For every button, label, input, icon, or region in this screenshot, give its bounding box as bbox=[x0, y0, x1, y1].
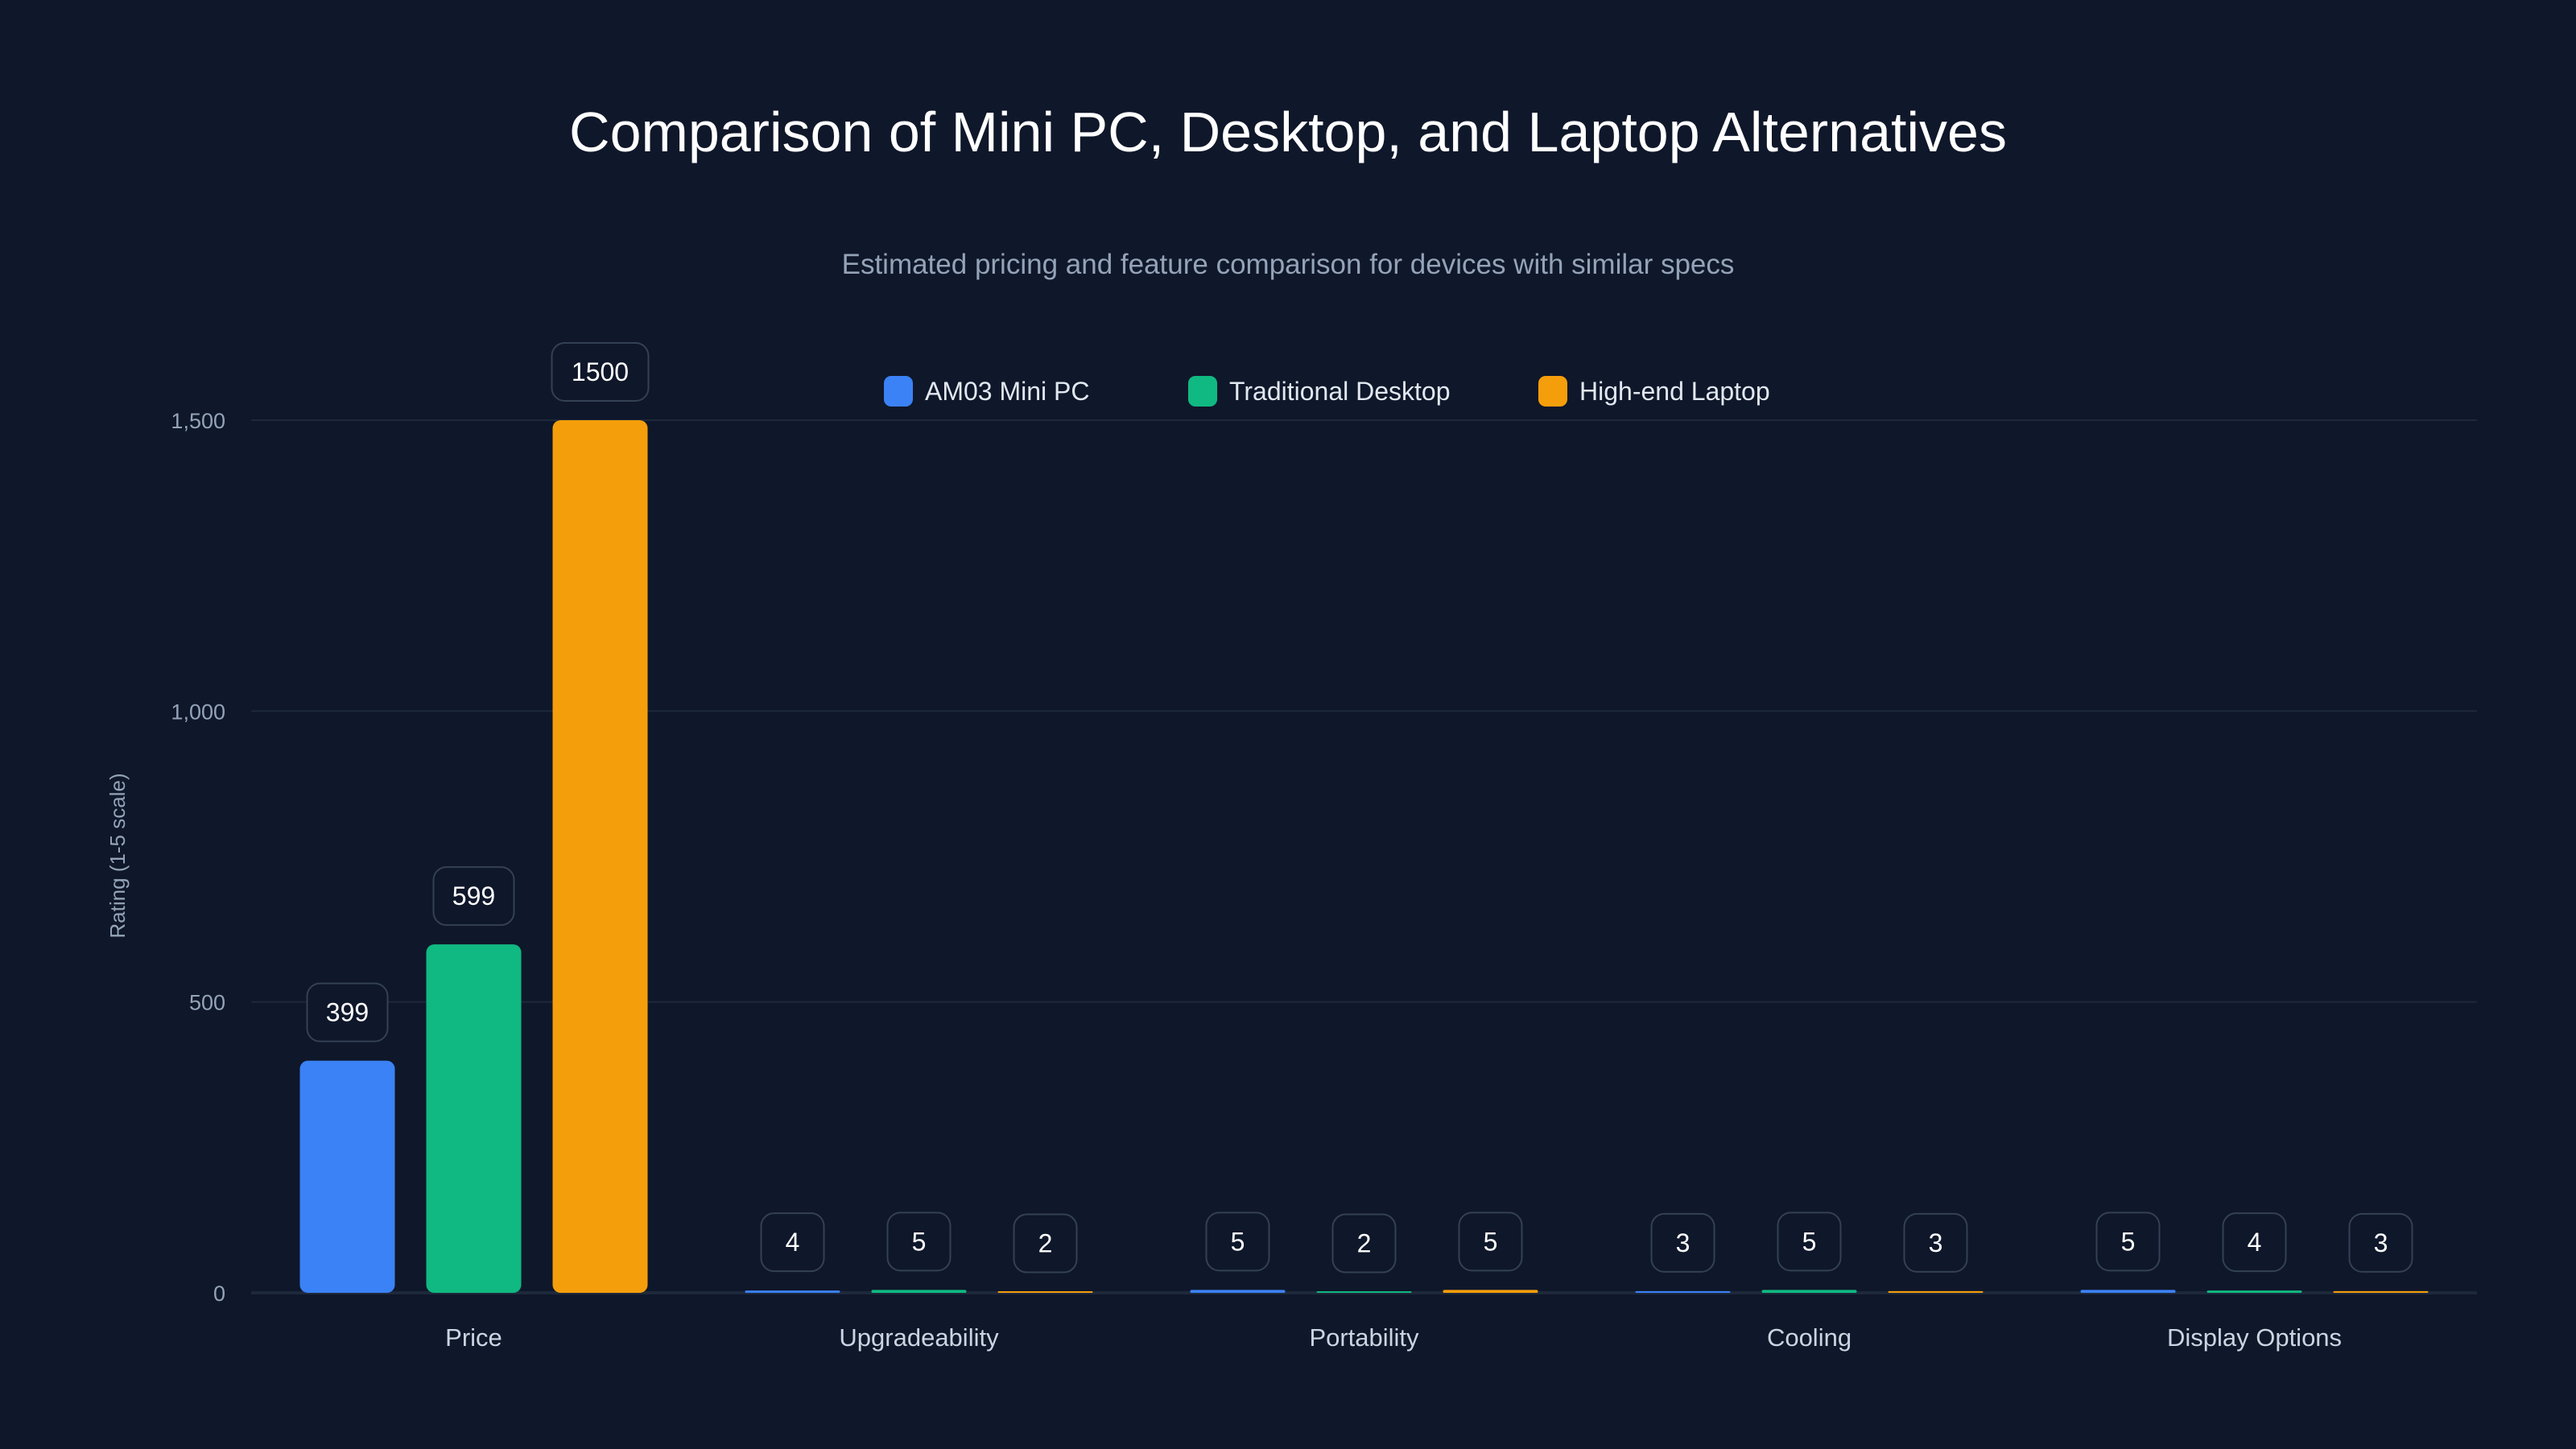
x-tick-label: Portability bbox=[1309, 1323, 1419, 1352]
data-label-box bbox=[432, 866, 515, 927]
y-tick-label: 0 bbox=[213, 1282, 225, 1306]
legend-item[interactable]: AM03 Mini PC bbox=[925, 377, 1090, 406]
data-label-box bbox=[1777, 1212, 1842, 1272]
bar-high-end-laptop[interactable] bbox=[997, 1291, 1093, 1293]
bar-traditional-desktop[interactable] bbox=[426, 944, 522, 1293]
bar-traditional-desktop[interactable] bbox=[1761, 1290, 1857, 1293]
data-label: 599 bbox=[452, 881, 495, 910]
data-label: 399 bbox=[326, 998, 369, 1027]
x-tick-label: Upgradeability bbox=[839, 1323, 999, 1352]
data-label-box bbox=[306, 982, 389, 1042]
data-label-box bbox=[1013, 1213, 1078, 1274]
chart-title: Comparison of Mini PC, Desktop, and Lapt… bbox=[569, 101, 2007, 163]
chart-subtitle: Estimated pricing and feature comparison… bbox=[842, 249, 1735, 280]
data-label-box bbox=[1331, 1213, 1397, 1274]
data-label: 4 bbox=[2248, 1228, 2262, 1257]
bar-am03-mini-pc[interactable] bbox=[1190, 1290, 1286, 1293]
data-label: 1500 bbox=[572, 357, 629, 386]
data-label: 5 bbox=[912, 1227, 927, 1256]
bar-high-end-laptop[interactable] bbox=[1443, 1290, 1538, 1293]
data-label-box bbox=[2348, 1212, 2413, 1273]
legend-item[interactable]: Traditional Desktop bbox=[1229, 377, 1451, 406]
data-label-box bbox=[886, 1212, 952, 1272]
bar-am03-mini-pc[interactable] bbox=[299, 1060, 395, 1293]
data-label: 3 bbox=[1929, 1228, 1943, 1257]
y-tick-label: 1,000 bbox=[171, 700, 225, 724]
legend-swatch bbox=[884, 376, 913, 407]
data-label: 3 bbox=[2374, 1228, 2388, 1257]
data-label: 2 bbox=[1038, 1229, 1053, 1258]
legend: AM03 Mini PC Traditional Desktop High-end … bbox=[884, 376, 1770, 407]
bar-high-end-laptop[interactable] bbox=[2333, 1290, 2429, 1293]
x-tick-label: Price bbox=[445, 1323, 502, 1352]
data-label-box bbox=[1903, 1212, 1968, 1273]
legend-item[interactable]: High-end Laptop bbox=[1579, 377, 1770, 406]
data-label-box bbox=[1205, 1212, 1270, 1272]
data-label: 5 bbox=[1231, 1227, 1245, 1256]
y-tick-label: 500 bbox=[189, 991, 225, 1015]
data-label: 5 bbox=[1484, 1227, 1498, 1256]
data-label: 5 bbox=[1802, 1227, 1817, 1256]
data-label-box bbox=[551, 342, 650, 402]
y-axis-label: Rating (1-5 scale) bbox=[105, 773, 130, 938]
legend-swatch bbox=[1538, 376, 1567, 407]
y-tick-label: 1,500 bbox=[171, 409, 225, 433]
x-tick-label: Cooling bbox=[1767, 1323, 1852, 1352]
bar-am03-mini-pc[interactable] bbox=[745, 1290, 840, 1293]
data-label: 3 bbox=[1676, 1228, 1690, 1257]
data-label-box bbox=[1650, 1212, 1715, 1273]
data-label: 2 bbox=[1357, 1229, 1372, 1258]
legend-swatch bbox=[1188, 376, 1217, 407]
bar-traditional-desktop[interactable] bbox=[2207, 1290, 2302, 1293]
bar-traditional-desktop[interactable] bbox=[1316, 1291, 1412, 1293]
bar-high-end-laptop[interactable] bbox=[1888, 1290, 1984, 1293]
bar-am03-mini-pc[interactable] bbox=[1635, 1290, 1731, 1293]
x-tick-label: Display Options bbox=[2167, 1323, 2342, 1352]
bar-am03-mini-pc[interactable] bbox=[2080, 1290, 2176, 1293]
data-label-box bbox=[1458, 1212, 1523, 1272]
data-label-box bbox=[2095, 1212, 2161, 1272]
data-label-box bbox=[2222, 1212, 2287, 1273]
data-label: 4 bbox=[786, 1228, 800, 1257]
bar-traditional-desktop[interactable] bbox=[871, 1290, 967, 1293]
data-label-box bbox=[760, 1212, 825, 1273]
data-label: 5 bbox=[2121, 1227, 2136, 1256]
bar-high-end-laptop[interactable] bbox=[552, 420, 648, 1293]
